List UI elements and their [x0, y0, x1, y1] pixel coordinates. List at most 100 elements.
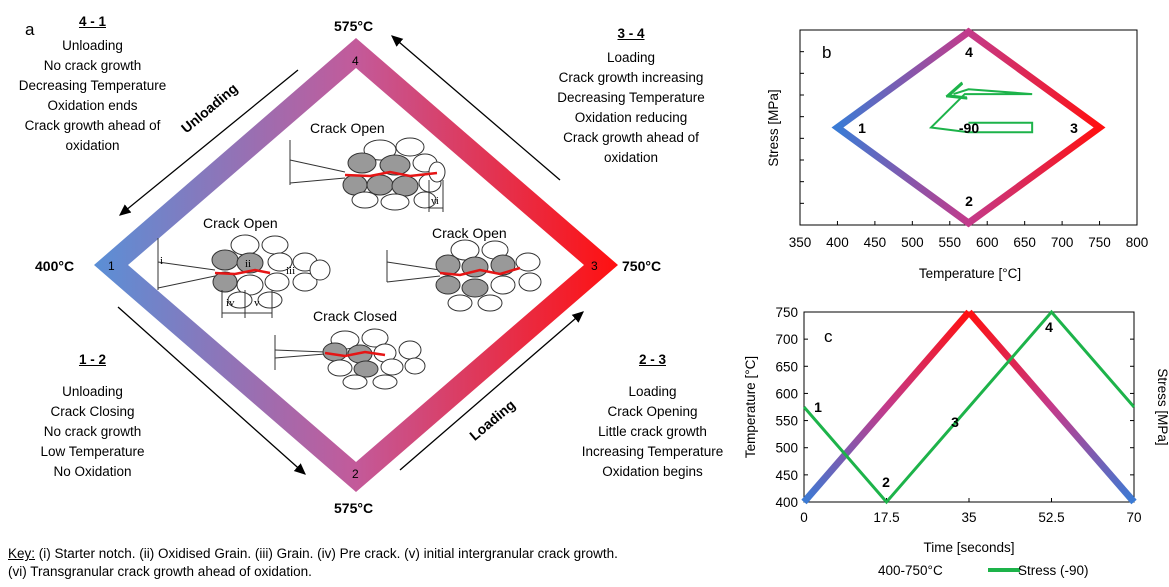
- chart-c-xtick-label: 35: [961, 510, 976, 525]
- node-1: 1: [108, 259, 115, 273]
- chart-c-ytick-label: 450: [775, 468, 798, 483]
- block-2-3-line: Crack Opening: [607, 404, 698, 419]
- block-2-3-line: Loading: [628, 384, 677, 399]
- chart-b-xtick-label: 750: [1088, 235, 1111, 250]
- chart-b-diamond-series: [831, 27, 1106, 228]
- chart-c-ytick-label: 400: [775, 495, 798, 510]
- chart-c-point-3: 3: [951, 414, 959, 430]
- crack-open-right-label: Crack Open: [432, 225, 507, 241]
- chart-c-xlabel: Time [seconds]: [923, 540, 1014, 555]
- crack-open-top-label: Crack Open: [310, 120, 385, 136]
- chart-b-xtick-label: 500: [901, 235, 924, 250]
- chart-c-point-2: 2: [882, 474, 890, 490]
- chart-c-ytick-label: 750: [775, 305, 798, 320]
- chart-c-ylabel: Temperature [°C]: [743, 356, 758, 458]
- arrow-unloading: [118, 69, 299, 216]
- block-1-2-line: Crack Closing: [50, 404, 135, 419]
- key-label: Key:: [8, 546, 36, 561]
- chart-b-point-2: 2: [965, 193, 973, 209]
- temp-right: 750°C: [622, 258, 662, 274]
- chart-b-xlabel: Temperature [°C]: [919, 266, 1021, 281]
- chart-b-letter: b: [822, 43, 831, 62]
- chart-b-xtick-label: 800: [1126, 235, 1149, 250]
- chart-b-xtick-label: 650: [1013, 235, 1036, 250]
- block-1-2-line: No Oxidation: [53, 464, 132, 479]
- block-3-4-line: Oxidation reducing: [574, 110, 688, 125]
- roman-iv: iv: [226, 297, 235, 309]
- block-1-2-line: No crack growth: [43, 424, 142, 439]
- block-2-3-head: 2 - 3: [638, 352, 666, 367]
- chart-b-center-label: -90: [959, 120, 979, 136]
- chart-c-xtick-label: 0: [800, 510, 808, 525]
- crack-open-right-grains: [386, 239, 542, 312]
- block-4-1-line: Unloading: [62, 38, 123, 53]
- crack-open-left-label: Crack Open: [203, 215, 278, 231]
- block-2-3-line: Increasing Temperature: [581, 444, 724, 459]
- crack-closed-label: Crack Closed: [313, 308, 398, 324]
- roman-i: i: [160, 255, 164, 267]
- panel-a-diagram: [94, 35, 618, 492]
- chart-c-stress-series: [802, 309, 1136, 505]
- block-3-4-line: Loading: [606, 50, 656, 65]
- block-2-3-line: Oxidation begins: [602, 464, 703, 479]
- chart-c-ytick-label: 550: [775, 414, 798, 429]
- chart-b-xtick-label: 600: [976, 235, 999, 250]
- node-4: 4: [352, 54, 359, 68]
- key-text-2: (vi) Transgranular crack growth ahead of…: [8, 564, 312, 579]
- block-3-4-head: 3 - 4: [617, 26, 645, 41]
- chart-c-ytick-label: 600: [775, 386, 798, 401]
- chart-c-xtick-label: 17.5: [873, 510, 899, 525]
- chart-c-xtick-label: 70: [1126, 510, 1141, 525]
- chart-b-xtick-label: 700: [1051, 235, 1074, 250]
- block-3-4-line: Crack growth ahead of: [563, 130, 699, 145]
- roman-vi: vi: [431, 196, 439, 207]
- block-4-1-line: Decreasing Temperature: [18, 78, 167, 93]
- chart-c-xtick-label: 52.5: [1038, 510, 1064, 525]
- chart-b-point-3: 3: [1070, 120, 1078, 136]
- node-3: 3: [591, 259, 598, 273]
- legend-temperature-label: 400-750°C: [878, 563, 943, 578]
- block-2-3: 2 - 3 Loading Crack Opening Little crack…: [560, 350, 745, 482]
- temp-top: 575°C: [334, 18, 374, 34]
- chart-c-letter: c: [824, 327, 833, 346]
- legend-stress-label: Stress (-90): [1018, 563, 1089, 578]
- block-3-4-line: oxidation: [603, 150, 659, 165]
- block-4-1-line: oxidation: [65, 138, 120, 153]
- node-2: 2: [352, 467, 359, 481]
- block-3-4-line: Crack growth increasing: [558, 70, 704, 85]
- block-4-1: 4 - 1 Unloading No crack growth Decreasi…: [0, 12, 185, 156]
- block-1-2-line: Unloading: [62, 384, 123, 399]
- chart-b-ylabel: Stress [MPa]: [766, 89, 781, 166]
- temp-left: 400°C: [35, 258, 75, 274]
- key-caption: Key: (i) Starter notch. (ii) Oxidised Gr…: [8, 545, 778, 581]
- temp-bottom: 575°C: [334, 500, 374, 516]
- block-3-4: 3 - 4 Loading Crack growth increasing De…: [540, 24, 722, 168]
- chart-c-ylabel-right: Stress [MPa]: [1155, 368, 1169, 445]
- block-1-2-line: Low Temperature: [40, 444, 145, 459]
- chart-c-temperature-series-up: [801, 309, 972, 505]
- crack-closed-grains: [274, 328, 426, 390]
- block-1-2: 1 - 2 Unloading Crack Closing No crack g…: [5, 350, 180, 482]
- key-text-1: (i) Starter notch. (ii) Oxidised Grain. …: [35, 546, 618, 561]
- chart-b-stress-series: [928, 89, 1034, 134]
- arrow-4-3: [391, 35, 561, 181]
- diamond-ring: [94, 38, 618, 492]
- roman-v: v: [254, 297, 260, 309]
- block-3-4-line: Decreasing Temperature: [557, 90, 705, 105]
- chart-c-ytick-label: 700: [775, 332, 798, 347]
- crack-open-left-grains: [157, 234, 331, 318]
- roman-iii: iii: [286, 265, 296, 277]
- chart-c-ytick-label: 500: [775, 441, 798, 456]
- block-4-1-head: 4 - 1: [78, 14, 106, 29]
- chart-b-point-1: 1: [858, 120, 866, 136]
- chart-b-xtick-label: 400: [826, 235, 849, 250]
- chart-b-xtick-label: 350: [789, 235, 812, 250]
- chart-b-point-4: 4: [965, 44, 973, 60]
- block-4-1-line: Oxidation ends: [47, 98, 138, 113]
- chart-c-ytick-label: 650: [775, 359, 798, 374]
- chart-b-xtick-label: 550: [939, 235, 962, 250]
- arrow-1-2: [117, 306, 306, 475]
- chart-c-point-1: 1: [814, 399, 822, 415]
- panel-a-letter: a: [25, 20, 35, 39]
